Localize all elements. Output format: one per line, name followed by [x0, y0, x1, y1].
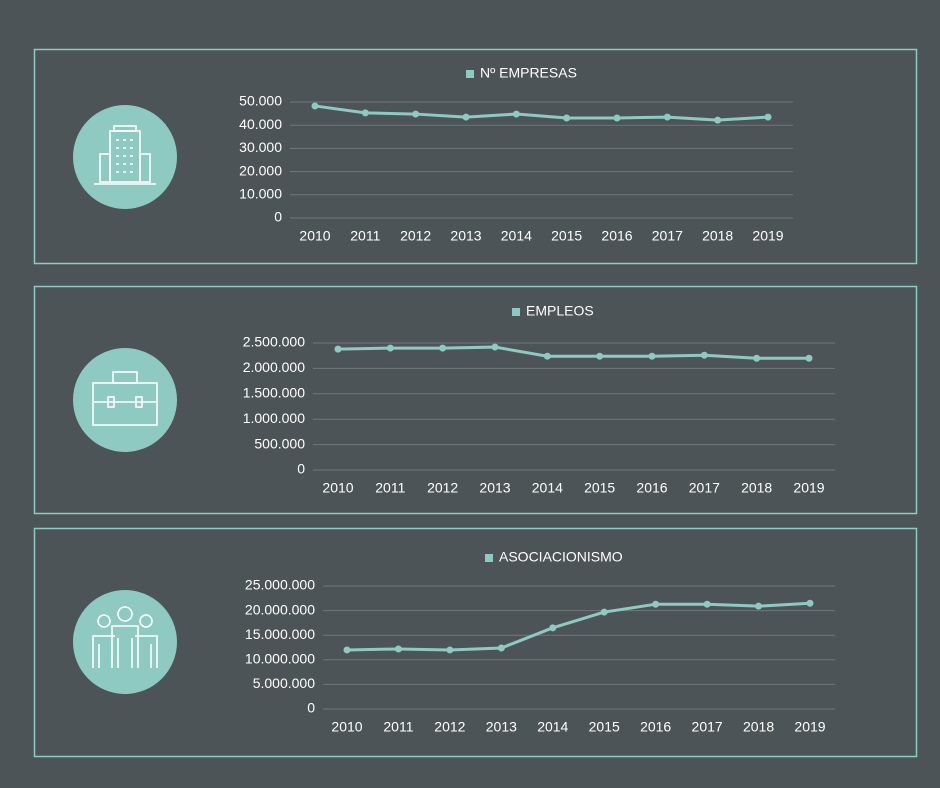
y-tick-label: 1.000.000	[243, 410, 305, 426]
icon-circle	[73, 348, 177, 452]
x-tick-label: 2014	[537, 719, 568, 735]
data-point	[648, 352, 656, 360]
y-tick-label: 40.000	[239, 116, 282, 132]
data-point	[386, 344, 394, 352]
y-tick-label: 20.000.000	[245, 601, 315, 617]
icon-circle	[73, 590, 177, 694]
x-tick-label: 2015	[551, 228, 582, 244]
legend-label: ASOCIACIONISMO	[499, 549, 623, 565]
x-tick-label: 2015	[584, 480, 615, 496]
building-icon	[94, 125, 156, 185]
x-tick-label: 2014	[532, 480, 563, 496]
data-point	[491, 343, 499, 351]
y-tick-label: 25.000.000	[245, 577, 315, 593]
legend-label: EMPLEOS	[526, 303, 594, 319]
y-tick-label: 15.000.000	[245, 626, 315, 642]
x-tick-label: 2012	[400, 228, 431, 244]
data-point	[439, 344, 447, 352]
x-tick-label: 2014	[501, 228, 532, 244]
data-point	[805, 354, 813, 362]
data-point	[806, 599, 814, 607]
data-point	[563, 114, 571, 122]
data-point	[334, 345, 342, 353]
briefcase-icon	[92, 371, 158, 426]
data-point	[446, 646, 454, 654]
data-point	[703, 600, 711, 608]
data-point	[462, 113, 470, 121]
data-line	[314, 104, 769, 122]
data-point	[596, 352, 604, 360]
y-tick-label: 5.000.000	[253, 675, 315, 691]
y-tick-label: 2.500.000	[243, 334, 305, 350]
legend-swatch	[512, 308, 520, 316]
x-tick-label: 2012	[434, 719, 465, 735]
y-tick-label: 50.000	[239, 93, 282, 109]
data-point	[764, 113, 772, 121]
x-tick-label: 2013	[450, 228, 481, 244]
panel	[33, 527, 918, 758]
y-tick-label: 0	[297, 461, 305, 477]
data-point	[663, 113, 671, 121]
y-tick-label: 0	[274, 209, 282, 225]
legend-label: Nº EMPRESAS	[480, 65, 577, 81]
data-point	[394, 645, 402, 653]
icon-circle	[73, 105, 177, 209]
y-tick-label: 2.000.000	[243, 359, 305, 375]
x-tick-label: 2019	[793, 480, 824, 496]
data-point	[613, 114, 621, 122]
x-tick-label: 2018	[743, 719, 774, 735]
data-point	[311, 102, 319, 110]
data-point	[512, 110, 520, 118]
data-point	[343, 646, 351, 654]
x-tick-label: 2013	[479, 480, 510, 496]
data-point	[600, 608, 608, 616]
panel	[33, 285, 918, 515]
legend-swatch	[466, 70, 474, 78]
x-tick-label: 2019	[794, 719, 825, 735]
x-tick-label: 2018	[702, 228, 733, 244]
y-tick-label: 500.000	[254, 435, 305, 451]
x-tick-label: 2012	[427, 480, 458, 496]
legend-swatch	[485, 554, 493, 562]
data-point	[755, 602, 763, 610]
data-point	[549, 624, 557, 632]
y-tick-label: 20.000	[239, 162, 282, 178]
data-point	[753, 354, 761, 362]
x-tick-label: 2010	[322, 480, 353, 496]
y-tick-label: 1.500.000	[243, 385, 305, 401]
data-point	[361, 109, 369, 117]
data-point	[652, 600, 660, 608]
data-line	[346, 601, 811, 652]
x-tick-label: 2010	[299, 228, 330, 244]
x-tick-label: 2015	[589, 719, 620, 735]
x-tick-label: 2017	[689, 480, 720, 496]
y-tick-label: 0	[307, 700, 315, 716]
x-tick-label: 2011	[375, 480, 405, 496]
data-line	[337, 345, 809, 360]
y-tick-label: 10.000	[239, 186, 282, 202]
data-point	[714, 116, 722, 124]
data-point	[412, 110, 420, 118]
panel	[33, 48, 918, 265]
data-point	[497, 644, 505, 652]
x-tick-label: 2018	[741, 480, 772, 496]
data-point	[700, 351, 708, 359]
x-tick-label: 2010	[331, 719, 362, 735]
y-tick-label: 30.000	[239, 139, 282, 155]
x-tick-label: 2013	[486, 719, 517, 735]
x-tick-label: 2017	[692, 719, 723, 735]
x-tick-label: 2016	[636, 480, 667, 496]
people-icon	[92, 606, 158, 668]
x-tick-label: 2016	[601, 228, 632, 244]
x-tick-label: 2011	[383, 719, 413, 735]
y-tick-label: 10.000.000	[245, 651, 315, 667]
x-tick-label: 2019	[752, 228, 783, 244]
data-point	[543, 352, 551, 360]
x-tick-label: 2017	[652, 228, 683, 244]
x-tick-label: 2016	[640, 719, 671, 735]
x-tick-label: 2011	[350, 228, 380, 244]
